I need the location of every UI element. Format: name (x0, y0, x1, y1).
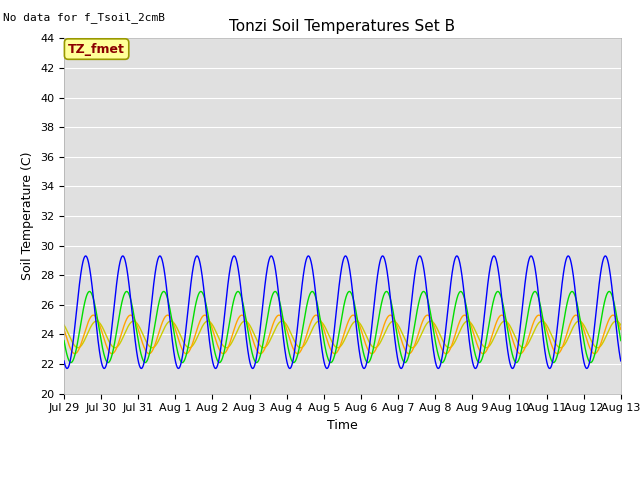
X-axis label: Time: Time (327, 419, 358, 432)
Legend: -4cm, -8cm, -16cm, -32cm: -4cm, -8cm, -16cm, -32cm (161, 478, 524, 480)
Y-axis label: Soil Temperature (C): Soil Temperature (C) (22, 152, 35, 280)
Text: No data for f_Tsoil_2cmB: No data for f_Tsoil_2cmB (3, 12, 165, 23)
Text: TZ_fmet: TZ_fmet (68, 43, 125, 56)
Title: Tonzi Soil Temperatures Set B: Tonzi Soil Temperatures Set B (229, 20, 456, 35)
